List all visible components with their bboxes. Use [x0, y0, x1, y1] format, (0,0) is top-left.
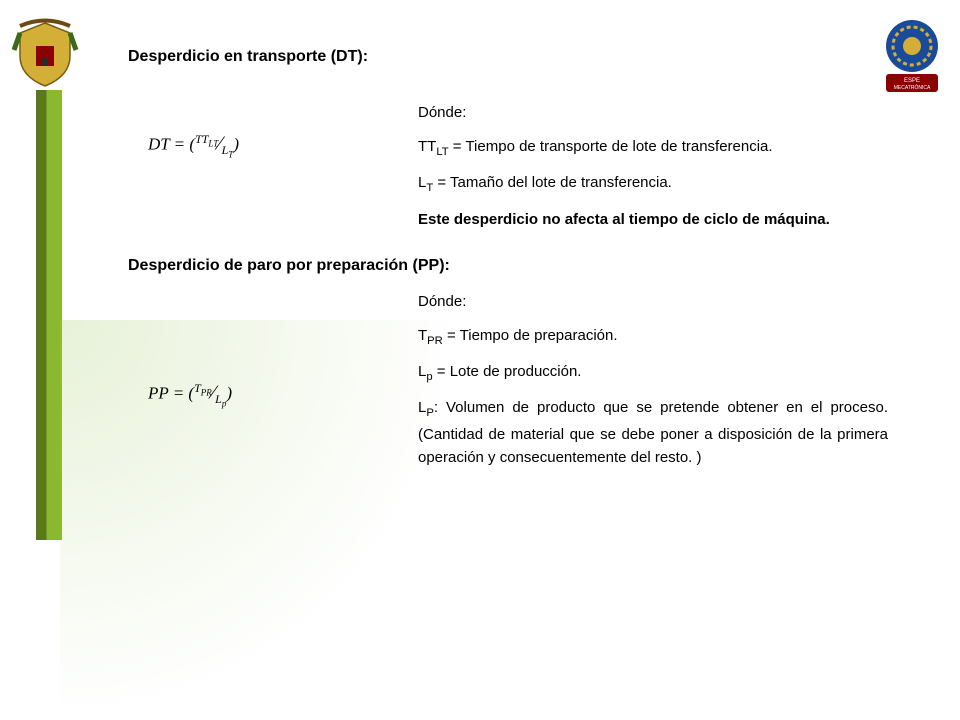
section1-defs: Dónde: TTLT = Tiempo de transporte de lo…	[418, 101, 870, 230]
section2-defs: Dónde: TPR = Tiempo de preparación. Lp =…	[418, 290, 870, 469]
svg-text:ESPE: ESPE	[904, 78, 920, 84]
mecatronica-badge-icon: ESPE MECATRÓNICA	[880, 18, 945, 98]
formula-pp: PP = (TPR⁄Lp)	[148, 381, 308, 408]
formula-dt: DT = (TTLT⁄LT)	[148, 132, 308, 159]
svg-text:MECATRÓNICA: MECATRÓNICA	[894, 84, 931, 91]
main-content: Desperdicio en transporte (DT): DT = (TT…	[128, 48, 870, 479]
donde-label2: Dónde:	[418, 290, 870, 313]
def-lt: LT = Tamaño del lote de transferencia.	[418, 171, 870, 197]
vertical-stripe	[36, 90, 62, 540]
def-lp-long: LP: Volumen de producto que se pretende …	[418, 396, 888, 469]
shield-crest-icon	[10, 18, 80, 88]
section1-note: Este desperdicio no afecta al tiempo de …	[418, 208, 858, 231]
def-ttlt: TTLT = Tiempo de transporte de lote de t…	[418, 135, 870, 161]
section2-title: Desperdicio de paro por preparación (PP)…	[128, 257, 870, 275]
def-tpr: TPR = Tiempo de preparación.	[418, 324, 870, 350]
def-lp: Lp = Lote de producción.	[418, 360, 870, 386]
donde-label: Dónde:	[418, 101, 870, 124]
section1-title: Desperdicio en transporte (DT):	[128, 48, 870, 66]
